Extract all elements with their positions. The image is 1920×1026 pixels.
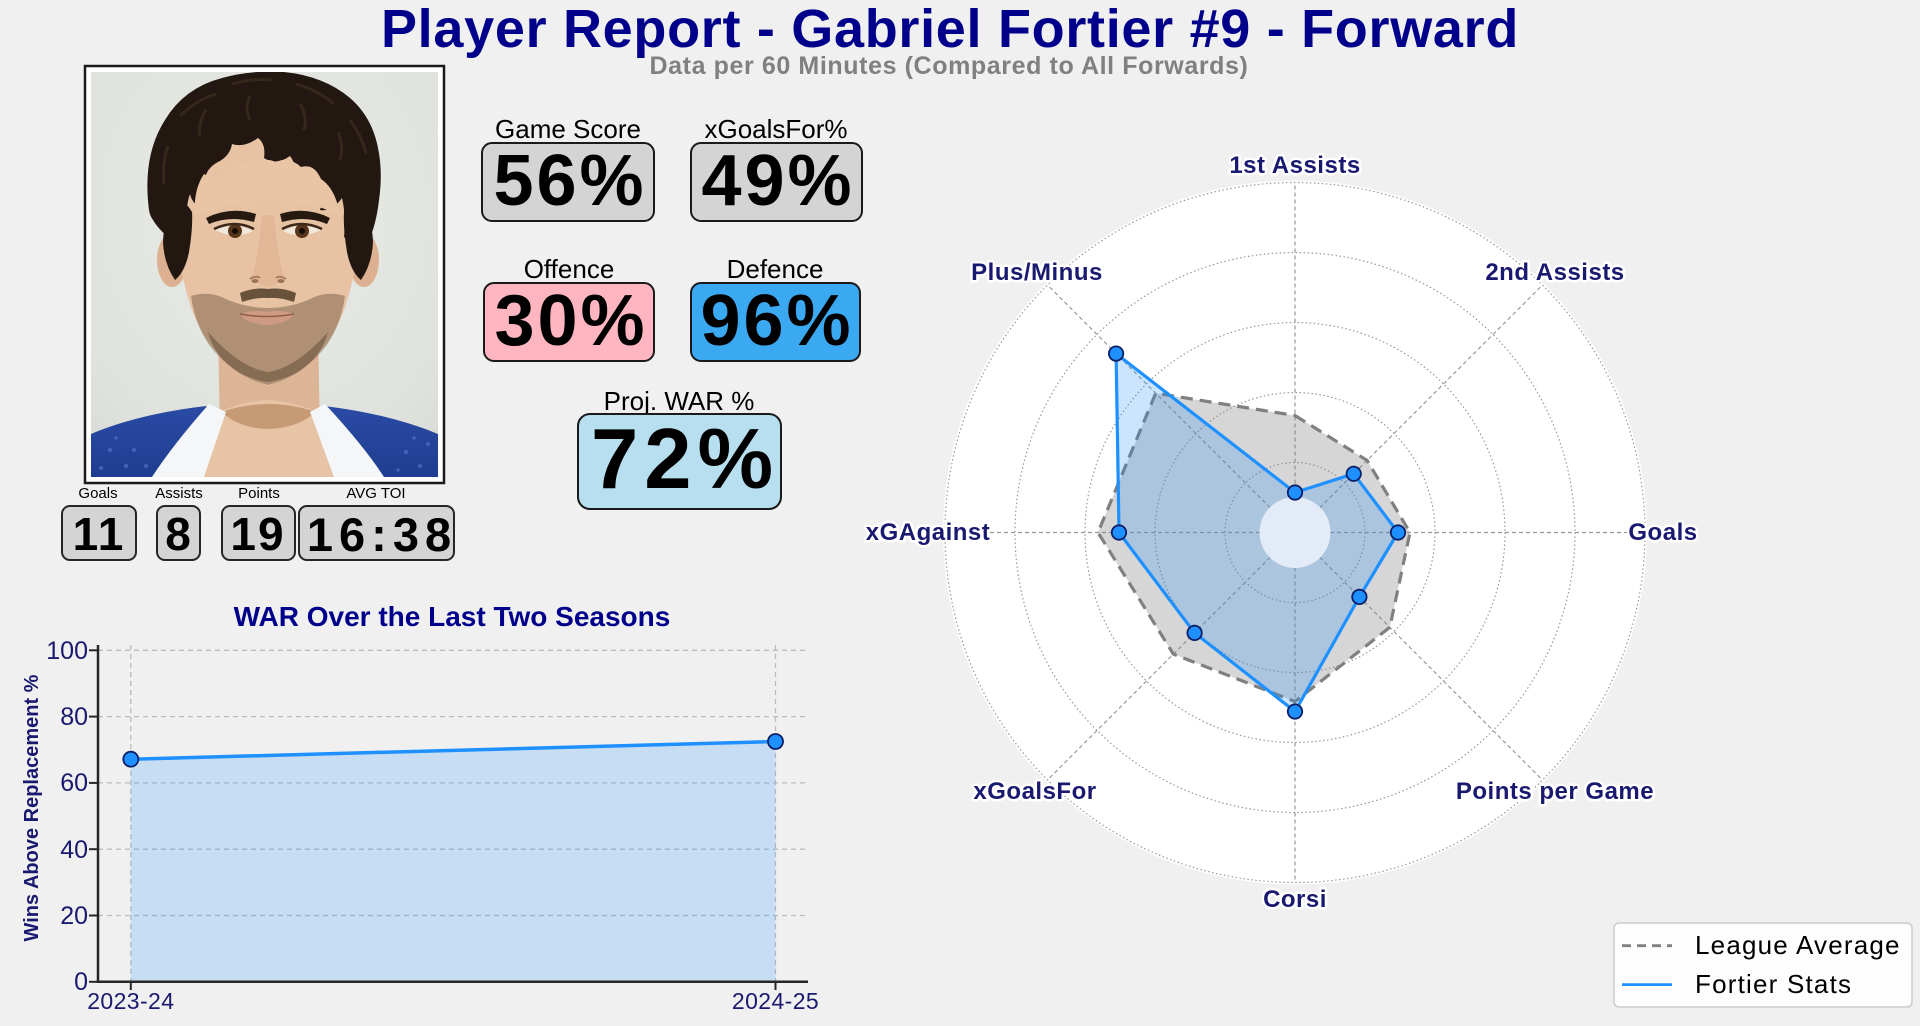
svg-text:Points: Points bbox=[238, 485, 280, 502]
svg-text:Plus/Minus: Plus/Minus bbox=[971, 259, 1103, 286]
svg-text:56%: 56% bbox=[493, 141, 646, 221]
svg-text:Proj. WAR %: Proj. WAR % bbox=[604, 386, 755, 416]
svg-text:8: 8 bbox=[165, 508, 191, 560]
svg-text:20: 20 bbox=[60, 902, 88, 930]
svg-text:2024-25: 2024-25 bbox=[732, 988, 819, 1014]
svg-text:Player Report - Gabriel Fortie: Player Report - Gabriel Fortier #9 - For… bbox=[381, 0, 1519, 59]
svg-text:Offence: Offence bbox=[524, 254, 615, 284]
svg-text:2023-24: 2023-24 bbox=[87, 988, 174, 1014]
svg-text:Points per Game: Points per Game bbox=[1456, 778, 1654, 805]
svg-text:96%: 96% bbox=[700, 281, 853, 361]
svg-text:League Average: League Average bbox=[1695, 930, 1901, 960]
svg-text:100: 100 bbox=[46, 637, 88, 665]
svg-text:80: 80 bbox=[60, 703, 88, 731]
svg-text:72%: 72% bbox=[591, 412, 779, 507]
svg-text:xGAgainst: xGAgainst bbox=[866, 519, 991, 546]
svg-text:2nd Assists: 2nd Assists bbox=[1485, 259, 1624, 286]
svg-text:Goals: Goals bbox=[1628, 519, 1697, 546]
svg-text:Fortier Stats: Fortier Stats bbox=[1695, 969, 1852, 999]
svg-text:19: 19 bbox=[230, 508, 285, 560]
svg-text:Defence: Defence bbox=[727, 254, 824, 284]
svg-text:Assists: Assists bbox=[155, 485, 203, 502]
svg-text:Corsi: Corsi bbox=[1263, 886, 1327, 913]
svg-text:Goals: Goals bbox=[78, 485, 117, 502]
svg-text:Wins Above Replacement %: Wins Above Replacement % bbox=[21, 674, 43, 941]
svg-text:0: 0 bbox=[74, 968, 88, 996]
svg-text:16:38: 16:38 bbox=[307, 508, 457, 561]
svg-text:60: 60 bbox=[60, 769, 88, 797]
svg-text:40: 40 bbox=[60, 836, 88, 864]
svg-text:11: 11 bbox=[73, 508, 126, 560]
svg-text:xGoalsFor: xGoalsFor bbox=[973, 778, 1096, 805]
svg-text:30%: 30% bbox=[494, 281, 647, 361]
svg-text:49%: 49% bbox=[701, 141, 854, 221]
svg-text:xGoalsFor%: xGoalsFor% bbox=[704, 114, 847, 144]
svg-text:Game Score: Game Score bbox=[495, 114, 641, 144]
svg-text:AVG TOI: AVG TOI bbox=[346, 485, 405, 502]
svg-text:1st Assists: 1st Assists bbox=[1229, 152, 1360, 179]
svg-text:WAR Over the Last Two Seasons: WAR Over the Last Two Seasons bbox=[234, 601, 671, 632]
svg-text:Data per 60 Minutes (Compared: Data per 60 Minutes (Compared to All For… bbox=[650, 52, 1249, 80]
